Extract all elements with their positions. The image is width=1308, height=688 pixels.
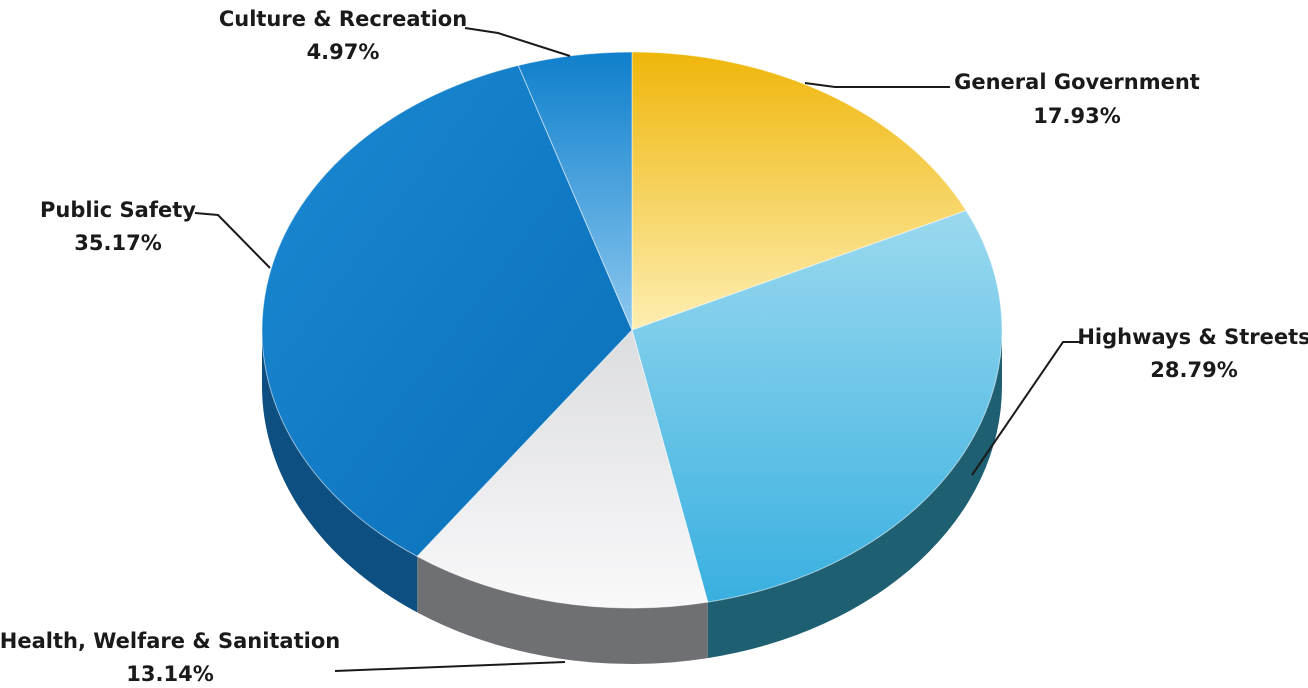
pie-slices (261, 51, 1003, 609)
leader-general-government (804, 82, 950, 88)
slice-highways-streets (631, 209, 1003, 603)
label-general-government: General Government (954, 70, 1200, 94)
value-public-safety: 35.17% (74, 231, 161, 255)
leader-health-welfare (334, 661, 566, 672)
slice-public-safety (261, 64, 633, 557)
slice-culture-recreation (517, 51, 633, 331)
slice-side-public-safety (262, 330, 418, 613)
slice-general-government (631, 51, 967, 331)
label-highways-streets: Highways & Streets (1077, 325, 1308, 349)
slice-health-welfare (416, 329, 709, 609)
pie-sides (262, 330, 1002, 664)
slice-side-highways-streets (707, 330, 1002, 659)
leader-culture-recreation (464, 27, 571, 57)
label-culture-recreation: Culture & Recreation (219, 7, 467, 31)
slice-labels: General Government 17.93% Highways & Str… (0, 7, 1308, 686)
label-health-welfare: Health, Welfare & Sanitation (0, 629, 340, 653)
value-highways-streets: 28.79% (1150, 358, 1237, 382)
leader-highways-streets (971, 341, 1080, 476)
value-culture-recreation: 4.97% (307, 40, 380, 64)
value-general-government: 17.93% (1033, 104, 1120, 128)
leaders (194, 27, 1080, 672)
label-public-safety: Public Safety (40, 198, 196, 222)
value-health-welfare: 13.14% (126, 662, 213, 686)
slice-side-health-welfare (417, 556, 708, 664)
leader-public-safety (194, 212, 271, 269)
